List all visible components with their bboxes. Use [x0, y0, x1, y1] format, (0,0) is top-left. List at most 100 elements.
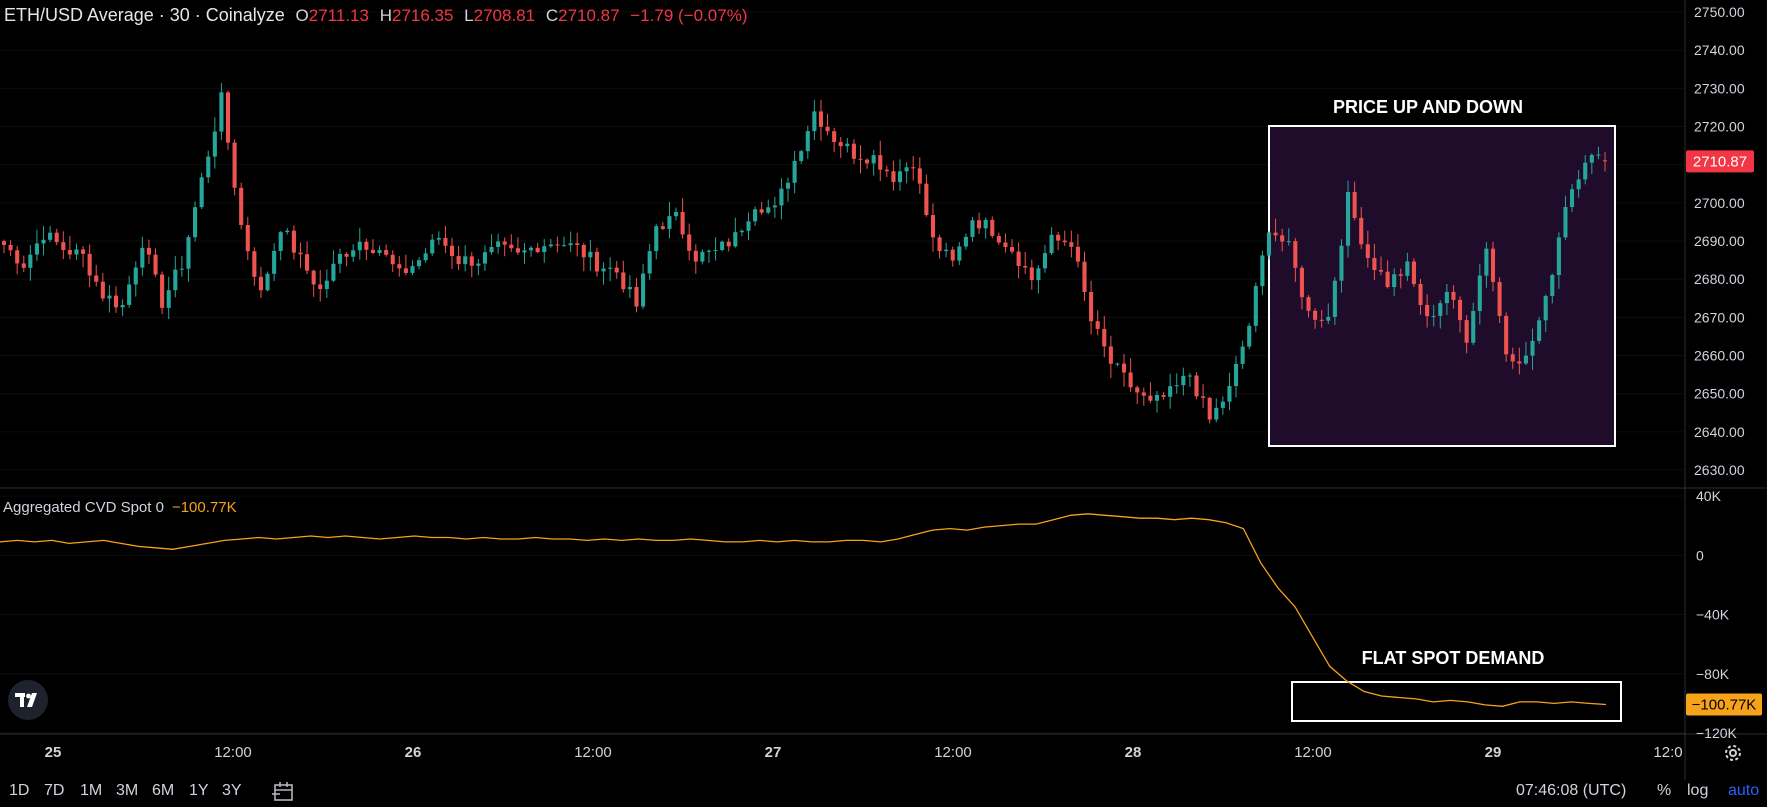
candle	[1438, 300, 1443, 329]
candle-body	[21, 263, 26, 268]
percent-scale-toggle[interactable]: %	[1657, 782, 1672, 799]
candle	[120, 299, 125, 316]
candle-body	[1234, 363, 1239, 387]
candle	[1339, 239, 1344, 293]
candle-body	[924, 183, 929, 216]
candle-body	[1431, 315, 1436, 317]
candle	[28, 245, 33, 281]
candle	[575, 232, 580, 257]
candle	[1398, 268, 1403, 289]
candle-body	[436, 237, 441, 240]
candle-body	[384, 249, 389, 255]
candle	[81, 246, 86, 268]
candle	[548, 239, 553, 248]
time-axis[interactable]: 25 12:00 26 12:00 27 12:00 28 12:00 29 12:0	[45, 744, 1683, 761]
candle-body	[1398, 274, 1403, 276]
candle-body	[206, 156, 211, 178]
price-tick-label: 2670.00	[1694, 309, 1745, 325]
range-7d-button[interactable]: 7D	[44, 782, 65, 799]
candle-body	[48, 232, 53, 240]
candle	[1128, 358, 1133, 393]
candle	[884, 165, 889, 177]
auto-scale-toggle[interactable]: auto	[1728, 782, 1760, 799]
candle-body	[1049, 234, 1054, 254]
candle-body	[944, 249, 949, 252]
high-label: H	[379, 6, 392, 25]
candle-body	[1530, 340, 1535, 356]
candle-body	[1286, 241, 1291, 243]
candle	[278, 230, 283, 261]
cvd-axis[interactable]: 40K 0 −40K −80K −120K	[1696, 488, 1738, 741]
candle	[1359, 206, 1364, 250]
candle	[1385, 260, 1390, 289]
candle	[146, 239, 151, 264]
candle	[1332, 277, 1337, 325]
candle-body	[542, 246, 547, 253]
candle	[792, 150, 797, 194]
candle	[232, 139, 237, 196]
symbol-title[interactable]: ETH/USD Average · 30 · Coinalyze	[4, 5, 285, 25]
candle	[160, 271, 165, 315]
candle-body	[489, 246, 494, 253]
candle	[1187, 373, 1192, 387]
candle-body	[166, 290, 171, 308]
cvd-annotation-box[interactable]	[1291, 681, 1622, 722]
candle-body	[1497, 281, 1502, 316]
candle-body	[1464, 320, 1469, 343]
candle-body	[74, 249, 79, 255]
settings-gear-icon[interactable]	[1722, 742, 1744, 764]
candle	[206, 150, 211, 184]
candle	[950, 246, 955, 267]
candle	[34, 229, 39, 261]
candle	[1589, 153, 1594, 175]
candle-body	[61, 242, 66, 250]
candle	[838, 136, 843, 158]
candle	[1089, 280, 1094, 335]
candle-body	[1352, 192, 1357, 218]
range-3y-button[interactable]: 3Y	[222, 782, 242, 799]
price-annotation-box[interactable]	[1268, 125, 1616, 447]
candle	[878, 140, 883, 182]
candle-body	[1240, 346, 1245, 364]
candle-body	[1602, 160, 1608, 162]
candle	[87, 244, 92, 288]
time-tick-label: 12:00	[1294, 744, 1332, 761]
candle	[1293, 238, 1298, 282]
range-3m-button[interactable]: 3M	[116, 782, 139, 799]
candle-body	[1596, 154, 1601, 156]
range-1m-button[interactable]: 1M	[80, 782, 103, 799]
candle	[1029, 259, 1034, 290]
calendar-goto-date-icon[interactable]	[272, 780, 296, 804]
price-tick-label: 2700.00	[1694, 195, 1745, 211]
candle	[693, 244, 698, 274]
candle	[785, 177, 791, 202]
log-scale-toggle[interactable]: log	[1687, 782, 1709, 799]
candle-body	[482, 252, 488, 264]
candle-body	[996, 235, 1001, 243]
utc-clock[interactable]: 07:46:08 (UTC)	[1516, 782, 1627, 799]
range-6m-button[interactable]: 6M	[152, 782, 175, 799]
candle-body	[272, 250, 277, 274]
candle	[983, 217, 988, 239]
candle	[252, 247, 257, 286]
range-1y-button[interactable]: 1Y	[189, 782, 209, 799]
candle-body	[930, 215, 936, 238]
candle	[990, 216, 995, 239]
candle-body	[884, 169, 889, 172]
candle-body	[1115, 363, 1120, 365]
price-axis[interactable]: 2750.002740.002730.002720.002710.002700.…	[1694, 4, 1745, 478]
candle-body	[1082, 261, 1087, 292]
range-1d-button[interactable]: 1D	[9, 782, 30, 799]
cvd-indicator-name[interactable]: Aggregated CVD Spot 0	[3, 499, 164, 516]
candle	[1260, 250, 1265, 296]
time-tick-label: 25	[45, 744, 62, 761]
candle-body	[548, 244, 553, 247]
cvd-tick-label: −80K	[1696, 666, 1730, 682]
candle	[1352, 181, 1357, 221]
candle-body	[561, 245, 567, 247]
candle	[1247, 323, 1252, 350]
tradingview-logo-icon[interactable]	[8, 680, 48, 720]
candle	[561, 236, 567, 247]
candle-body	[937, 237, 942, 252]
